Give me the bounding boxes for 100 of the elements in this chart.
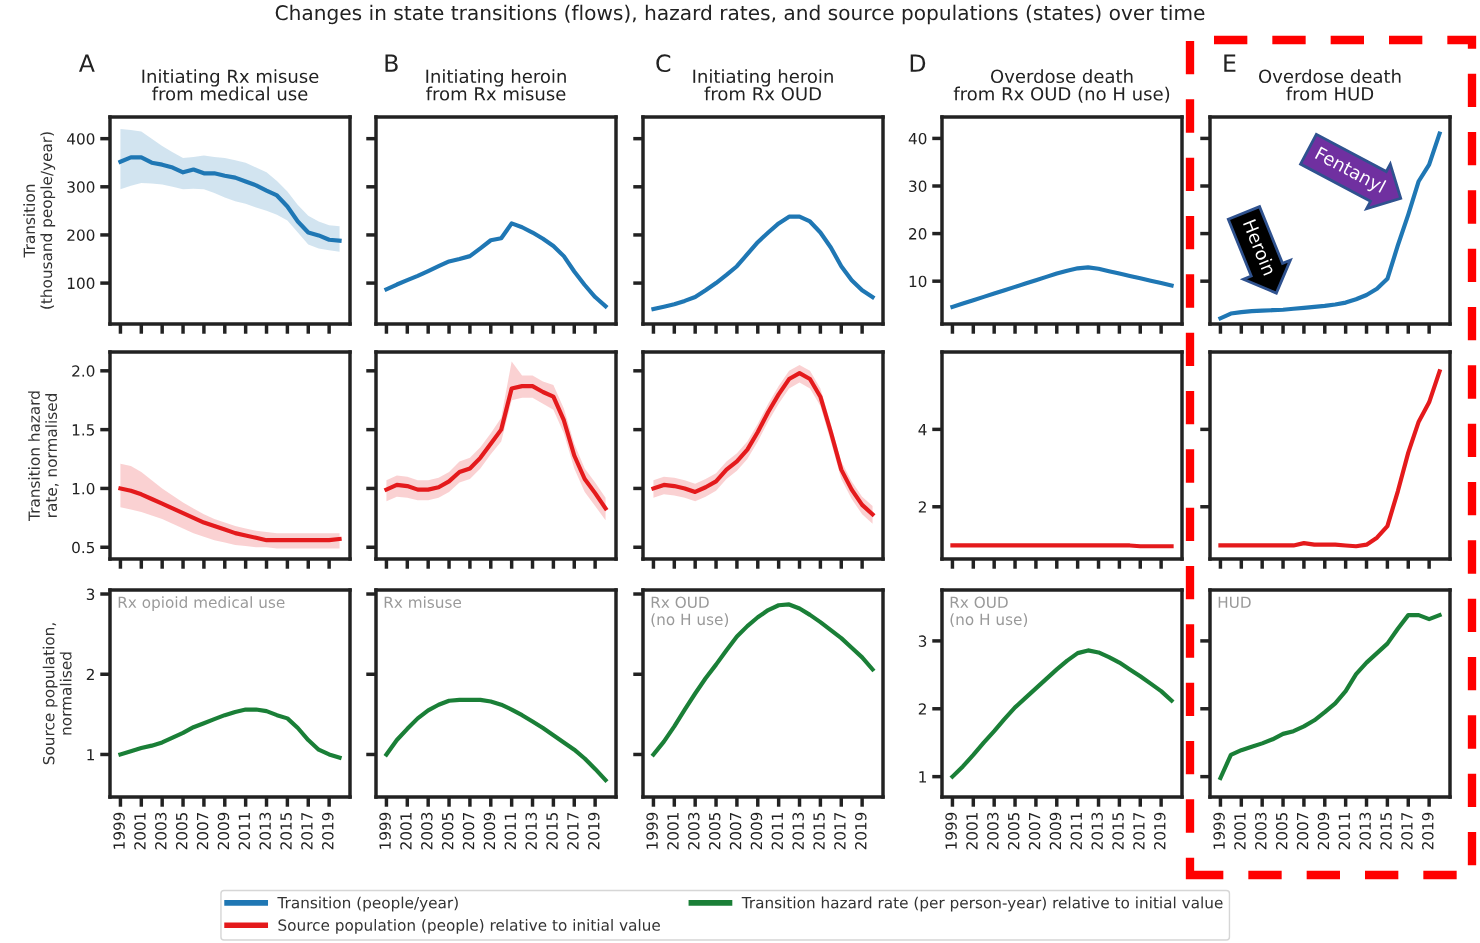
y-tick-label: 2.0 [72,365,95,377]
x-tick-label: 2019 [855,812,867,850]
x-tick-label: 2001 [667,813,679,850]
text: D [910,54,926,72]
x-tick-label: 2005 [708,812,721,850]
x-tick-label: 2019 [1154,812,1166,850]
x-tick-label: 2003 [987,812,999,850]
y-tick-label: 1.0 [72,482,95,495]
text: C [656,54,671,73]
x-tick-label: 2017 [1401,812,1413,850]
y-tick-label: 1.5 [72,424,95,436]
x-tick-label: 2009 [483,812,496,850]
x-tick-label: 1999 [379,812,391,849]
annotation: Heroin [1242,218,1277,276]
x-tick-label: 2015 [546,812,558,850]
x-tick-label: 2007 [1296,812,1309,850]
x-tick-label: 2005 [441,812,454,850]
chart-title: Initiating heroin from Rx misuse [426,69,566,101]
x-tick-label: 2007 [196,812,209,850]
x-tick-label: 2013 [792,812,804,850]
y-tick-label: 40 [908,132,927,145]
x-tick-label: 2019 [588,812,600,850]
annotation: Rx misuse [384,596,462,609]
annotation: Rx OUD (no H use) [651,596,729,627]
text: B [385,54,398,72]
y-tick-label: 200 [67,229,95,241]
x-tick-label: 2011 [504,813,517,850]
annotation: Rx OUD (no H use) [950,596,1028,627]
y-axis-title: Transition (thousand people/year) [23,132,56,309]
y-axis-title: Transition hazard rate, normalised [28,391,59,521]
x-tick-label: 2005 [1007,812,1020,850]
y-tick-label: 100 [67,277,95,290]
y-tick-label: 400 [67,133,95,145]
line-series [950,648,1174,779]
y-axis-title: Source population, normalised [42,623,72,765]
y-tick-label: 4 [918,424,927,436]
x-tick-label: 1999 [945,812,957,849]
y-tick-label: 3 [918,635,927,647]
x-tick-label: 2017 [834,812,846,850]
x-tick-label: 2015 [1112,812,1124,850]
annotation: HUD [1218,596,1251,609]
line-series [118,155,342,243]
x-tick-label: 2017 [301,812,313,850]
text: E [1224,54,1236,72]
x-tick-label: 2001 [134,813,146,850]
y-tick-label: 2 [918,703,926,715]
text: Changes in state transitions (flows), hazard rates, and source populations (states) over time [275,4,1205,25]
x-tick-label: 2013 [525,812,537,850]
x-tick-label: 2013 [1091,812,1103,850]
line-series [118,707,342,760]
x-tick-label: 2015 [813,812,825,850]
x-tick-label: 2001 [1234,813,1246,850]
x-tick-label: 2011 [1338,813,1351,850]
x-tick-label: 1999 [1213,812,1225,849]
x-tick-label: 2013 [1359,812,1371,850]
x-tick-label: 2003 [1255,812,1267,850]
y-tick-label: 1 [87,749,95,761]
line-series [118,486,342,543]
x-tick-label: 2005 [175,812,188,850]
x-tick-label: 2015 [280,812,292,850]
x-tick-label: 2011 [238,813,251,850]
y-tick-label: 1 [919,771,927,783]
x-tick-label: 2003 [155,812,167,850]
x-tick-label: 2009 [1317,812,1330,850]
legend-label: Transition (people/year) [277,896,458,912]
annotation: Rx opioid medical use [118,596,285,611]
chart-title: Initiating Rx misuse from medical use [142,69,319,101]
x-tick-label: 2015 [1380,812,1392,850]
y-tick-label: 3 [86,588,95,601]
y-tick-label: 2 [918,501,926,513]
y-tick-label: 300 [67,181,95,193]
x-tick-label: 2013 [259,812,271,850]
line-series [950,265,1174,309]
x-tick-label: 2003 [421,812,433,850]
chart-title: Overdose death from HUD [1258,69,1401,101]
legend-label: Source population (people) relative to initial value [278,919,660,934]
x-tick-label: 2011 [771,813,784,850]
x-tick-label: 2017 [1133,812,1145,850]
chart-title: Initiating heroin from Rx OUD [693,69,833,101]
text: A [78,54,95,72]
legend-label: Transition hazard rate (per person-year) relative to initial value [741,896,1223,912]
x-tick-label: 2007 [729,812,742,850]
y-tick-label: 30 [909,180,927,193]
x-tick-label: 2009 [1049,812,1062,850]
x-tick-label: 2009 [750,812,763,850]
x-tick-label: 2001 [400,813,412,850]
x-tick-label: 2011 [1070,813,1083,850]
y-tick-label: 20 [909,228,927,240]
x-tick-label: 2017 [567,812,579,850]
x-tick-label: 2003 [688,812,700,850]
x-tick-label: 2007 [462,812,475,850]
y-tick-label: 2 [86,668,94,681]
x-tick-label: 2019 [322,812,334,850]
x-tick-label: 2019 [1422,812,1434,850]
x-tick-label: 2001 [966,813,978,850]
x-tick-label: 1999 [646,812,658,849]
y-tick-label: 10 [909,275,927,288]
x-tick-label: 1999 [113,812,125,849]
y-tick-label: 0.5 [72,541,95,554]
x-tick-label: 2005 [1275,812,1288,850]
